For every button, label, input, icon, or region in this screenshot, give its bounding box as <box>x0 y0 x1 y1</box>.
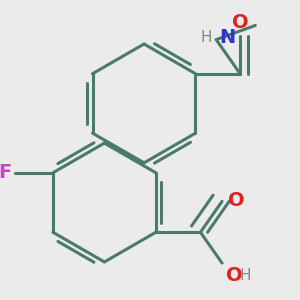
Text: O: O <box>228 191 244 210</box>
Text: O: O <box>232 13 248 32</box>
Text: H: H <box>240 268 251 283</box>
Text: F: F <box>0 163 11 182</box>
Text: H: H <box>201 30 212 45</box>
Text: N: N <box>219 28 236 47</box>
Text: O: O <box>226 266 243 285</box>
